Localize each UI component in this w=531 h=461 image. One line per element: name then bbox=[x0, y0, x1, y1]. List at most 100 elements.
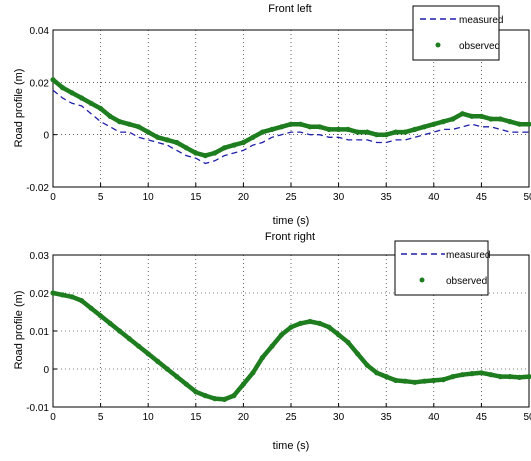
subplot-front-right: Front right 05101520253035404550-0.0100.… bbox=[13, 231, 531, 452]
series-observed-point bbox=[221, 145, 227, 151]
series-observed-point bbox=[450, 374, 456, 380]
series-observed-point bbox=[269, 126, 275, 132]
series-observed-point bbox=[288, 324, 294, 330]
series-observed-point bbox=[278, 124, 285, 130]
series-observed-point bbox=[507, 374, 513, 380]
series-observed-point bbox=[69, 90, 75, 96]
series-observed-point bbox=[183, 381, 189, 387]
legend-box bbox=[394, 240, 489, 296]
series-observed-point bbox=[193, 389, 199, 395]
series-observed-point bbox=[364, 129, 370, 135]
series-observed-point bbox=[231, 142, 237, 148]
series-observed-point bbox=[488, 372, 494, 378]
series-observed-point bbox=[374, 132, 380, 138]
y-tick-label: -0.01 bbox=[26, 403, 49, 414]
x-tick-label: 35 bbox=[381, 192, 393, 203]
series-observed-point bbox=[59, 85, 66, 91]
y-tick-label: 0.02 bbox=[30, 78, 50, 89]
series-observed-point bbox=[183, 145, 189, 151]
x-tick-label: 5 bbox=[98, 412, 104, 423]
legend-observed-label: observed bbox=[446, 276, 487, 287]
series-observed-point bbox=[107, 113, 113, 119]
series-observed-point bbox=[164, 366, 170, 372]
series-observed-point bbox=[50, 77, 56, 83]
series-observed-point bbox=[326, 126, 332, 132]
series-observed-point bbox=[79, 95, 85, 101]
y-tick-label: 0.02 bbox=[30, 289, 50, 300]
chart-title: Front right bbox=[265, 231, 315, 243]
series-observed-point bbox=[88, 100, 94, 106]
grid bbox=[53, 30, 529, 187]
series-observed-point bbox=[240, 381, 246, 387]
series-observed-point bbox=[507, 119, 513, 125]
x-tick-label: 25 bbox=[285, 412, 297, 423]
series-observed-point bbox=[174, 139, 180, 146]
y-axis-label: Road profile (m) bbox=[13, 291, 25, 370]
series-observed-point bbox=[431, 377, 437, 383]
chart-title: Front left bbox=[268, 3, 311, 15]
series-observed-point bbox=[117, 119, 123, 125]
series-observed-point bbox=[98, 313, 104, 319]
series-observed-point bbox=[59, 292, 66, 298]
series-observed-point bbox=[155, 358, 161, 364]
series-observed-point bbox=[117, 328, 123, 334]
series-observed-point bbox=[336, 332, 342, 338]
series-observed-point bbox=[393, 377, 399, 383]
series-observed-point bbox=[145, 129, 151, 135]
x-tick-label: 15 bbox=[190, 412, 202, 423]
series-observed-point bbox=[79, 298, 85, 304]
series-observed-point bbox=[317, 124, 323, 130]
series-observed-point bbox=[497, 374, 503, 380]
x-tick-label: 20 bbox=[238, 412, 250, 423]
x-tick-label: 10 bbox=[143, 192, 155, 203]
series-observed-point bbox=[469, 371, 475, 377]
series-observed-point bbox=[374, 370, 380, 376]
series-observed-point bbox=[412, 379, 418, 385]
x-tick-label: 30 bbox=[333, 192, 345, 203]
series-observed-point bbox=[317, 320, 323, 326]
series-observed-point bbox=[107, 320, 113, 326]
series-observed-point bbox=[145, 351, 151, 357]
series-observed-point bbox=[250, 370, 256, 376]
legend: measured observed bbox=[394, 240, 490, 296]
series bbox=[50, 290, 531, 402]
series-observed-point bbox=[450, 116, 456, 122]
series-observed-point bbox=[459, 111, 465, 117]
series-observed-point bbox=[516, 374, 523, 380]
y-tick-label: -0.02 bbox=[26, 183, 49, 194]
series-observed-point bbox=[364, 362, 370, 368]
series-observed-point bbox=[202, 393, 208, 399]
series-observed-point bbox=[431, 121, 437, 127]
x-axis-label: time (s) bbox=[273, 215, 310, 227]
legend-observed-marker bbox=[435, 42, 441, 48]
series-observed-point bbox=[136, 124, 142, 130]
series-measured-line bbox=[52, 89, 529, 165]
series-observed-point bbox=[126, 121, 132, 127]
series-observed-point bbox=[164, 137, 170, 143]
y-axis-label: Road profile (m) bbox=[13, 69, 25, 148]
y-tick-label: 0.03 bbox=[30, 251, 50, 262]
series-observed-point bbox=[307, 318, 313, 325]
series-observed-point bbox=[459, 372, 465, 378]
series-observed-point bbox=[259, 355, 265, 361]
series-observed-point bbox=[202, 153, 208, 159]
x-tick-label: 45 bbox=[476, 192, 488, 203]
series-observed-point bbox=[307, 124, 313, 130]
legend: measured observed bbox=[412, 5, 503, 61]
series-observed-point bbox=[345, 126, 351, 132]
series-observed-point bbox=[193, 150, 199, 156]
series-observed-point bbox=[297, 320, 304, 326]
x-tick-label: 20 bbox=[238, 192, 250, 203]
series-observed-point bbox=[440, 119, 446, 125]
series-observed-point bbox=[516, 121, 523, 127]
series-observed-point bbox=[155, 134, 161, 140]
series-observed-point bbox=[221, 396, 227, 402]
series-observed-point bbox=[288, 121, 294, 127]
series-observed-point bbox=[469, 113, 475, 119]
series-observed-point bbox=[526, 374, 531, 380]
series-observed-point bbox=[297, 121, 304, 127]
x-tick-label: 5 bbox=[98, 192, 104, 203]
series-observed-point bbox=[355, 129, 361, 135]
series-observed-point bbox=[412, 126, 418, 132]
